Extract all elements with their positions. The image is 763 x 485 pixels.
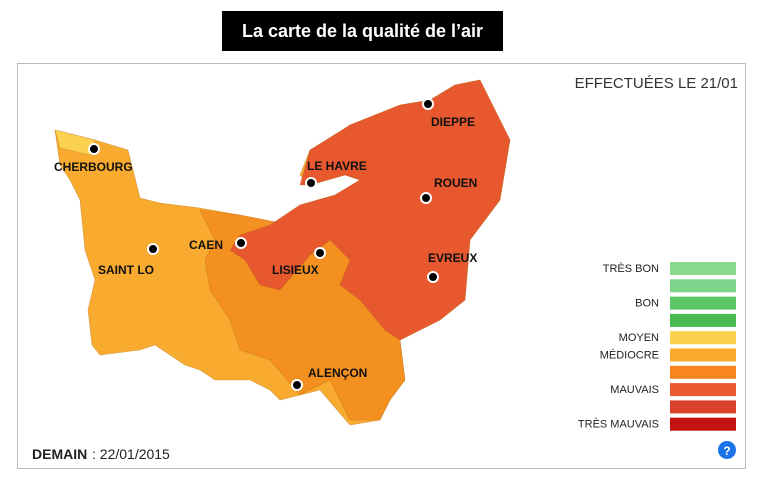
footer-label: DEMAIN bbox=[32, 446, 87, 462]
city-dot bbox=[147, 243, 159, 255]
legend-swatch bbox=[670, 383, 736, 397]
city-label: SAINT LO bbox=[98, 263, 154, 277]
city-dot bbox=[305, 177, 317, 189]
city-dot bbox=[235, 237, 247, 249]
legend-label: TRÈS BON bbox=[603, 262, 659, 275]
legend-swatch bbox=[670, 279, 736, 293]
legend-swatch bbox=[670, 417, 736, 431]
city-dot bbox=[422, 98, 434, 110]
city-label: CAEN bbox=[189, 238, 223, 252]
legend-swatch bbox=[670, 296, 736, 310]
city-dot bbox=[88, 143, 100, 155]
legend-label: TRÈS MAUVAIS bbox=[578, 418, 659, 431]
legend-label: BON bbox=[635, 298, 659, 310]
legend-swatch bbox=[670, 400, 736, 414]
city-dot bbox=[291, 379, 303, 391]
city-label: ROUEN bbox=[434, 176, 477, 190]
legend-swatch bbox=[670, 348, 736, 362]
legend-label: MÉDIOCRE bbox=[600, 349, 659, 362]
city-label: CHERBOURG bbox=[54, 160, 133, 174]
city-dot bbox=[314, 247, 326, 259]
title: La carte de la qualité de l’air bbox=[222, 11, 503, 51]
legend: TRÈS BON BON MOYEN MÉDIOCRE MAUVAIS TRÈS MAUV… bbox=[578, 262, 736, 431]
footer-date: : 22/01/2015 bbox=[92, 446, 170, 462]
help-button[interactable] bbox=[718, 441, 736, 459]
cities: CHERBOURG LE HAVRE DIEPPE ROUEN CAEN LIS… bbox=[54, 98, 477, 391]
updated-label: EFFECTUÉES LE 21/01 bbox=[575, 75, 738, 92]
city-label: DIEPPE bbox=[431, 115, 475, 129]
city-label: LE HAVRE bbox=[307, 159, 367, 173]
city-label: LISIEUX bbox=[272, 263, 319, 277]
frame bbox=[17, 63, 746, 469]
city-dot bbox=[420, 192, 432, 204]
map bbox=[54, 79, 511, 426]
city-label: EVREUX bbox=[428, 251, 477, 265]
legend-swatch bbox=[670, 313, 736, 327]
legend-swatch bbox=[670, 365, 736, 379]
legend-label: MOYEN bbox=[619, 332, 659, 344]
legend-swatch bbox=[670, 331, 736, 345]
legend-swatch bbox=[670, 262, 736, 275]
help-icon[interactable]: ? bbox=[723, 444, 730, 458]
legend-label: MAUVAIS bbox=[610, 384, 659, 396]
city-label: ALENÇON bbox=[308, 366, 367, 380]
city-dot bbox=[427, 271, 439, 283]
